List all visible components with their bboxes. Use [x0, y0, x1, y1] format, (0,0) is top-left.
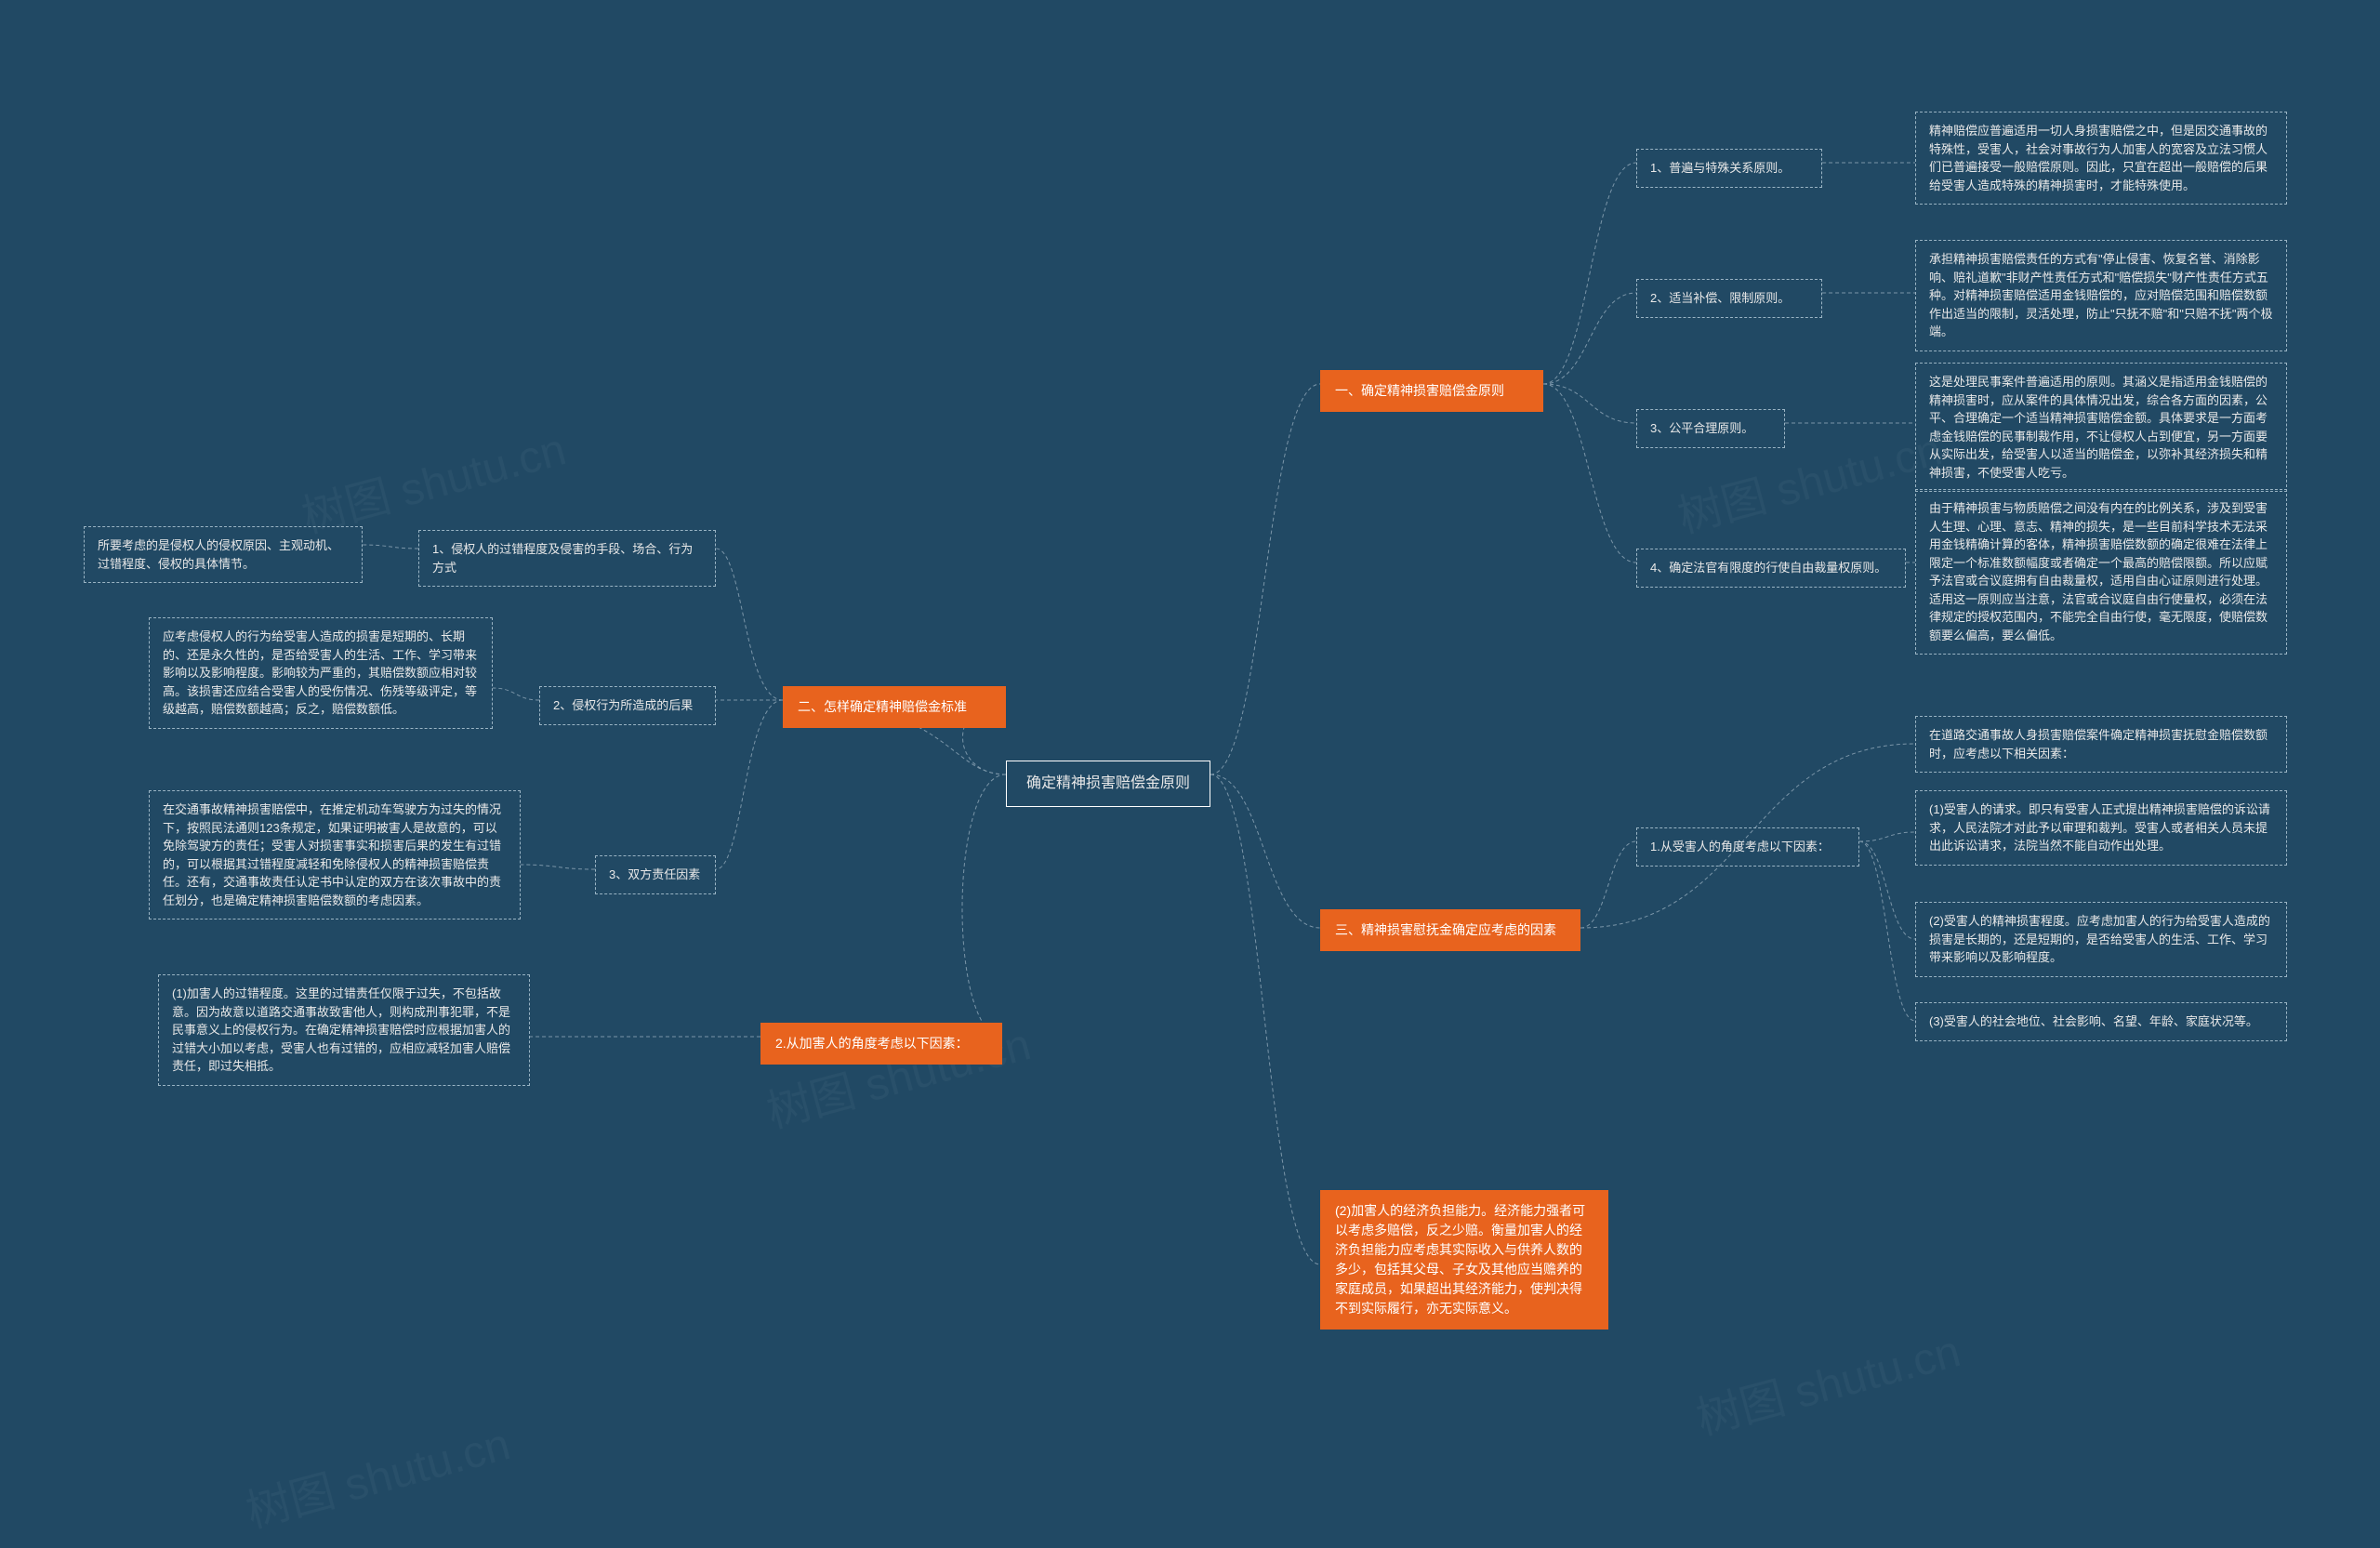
leaf-l2c[interactable]: 3、双方责任因素: [595, 855, 716, 894]
detail-r1c: 这是处理民事案件普遍适用的原则。其涵义是指适用金钱赔偿的精神损害时，应从案件的具…: [1915, 363, 2287, 492]
leaf-r3a[interactable]: 1.从受害人的角度考虑以下因素：: [1636, 827, 1859, 867]
detail-l2a: 所要考虑的是侵权人的侵权原因、主观动机、过错程度、侵权的具体情节。: [84, 526, 363, 583]
watermark: 树图 shutu.cn: [294, 413, 572, 546]
branch-r1[interactable]: 一、确定精神损害赔偿金原则: [1320, 370, 1543, 412]
branch-l4[interactable]: 2.从加害人的角度考虑以下因素：: [760, 1023, 1002, 1065]
detail-l2b: 应考虑侵权人的行为给受害人造成的损害是短期的、长期的、还是永久性的，是否给受害人…: [149, 617, 493, 729]
branch-rx[interactable]: (2)加害人的经济负担能力。经济能力强者可以考虑多赔偿，反之少赔。衡量加害人的经…: [1320, 1190, 1608, 1330]
detail-r1d: 由于精神损害与物质赔偿之间没有内在的比例关系，涉及到受害人生理、心理、意志、精神…: [1915, 489, 2287, 655]
detail-r3a-1: (1)受害人的请求。即只有受害人正式提出精神损害赔偿的诉讼请求，人民法院才对此予…: [1915, 790, 2287, 866]
detail-l2c: 在交通事故精神损害赔偿中，在推定机动车驾驶方为过失的情况下，按照民法通则123条…: [149, 790, 521, 920]
root-node[interactable]: 确定精神损害赔偿金原则: [1006, 761, 1210, 807]
watermark: 树图 shutu.cn: [238, 1408, 516, 1541]
branch-l2[interactable]: 二、怎样确定精神赔偿金标准: [783, 686, 1006, 728]
extra-r3: 在道路交通事故人身损害赔偿案件确定精神损害抚慰金赔偿数额时，应考虑以下相关因素：: [1915, 716, 2287, 773]
leaf-r1c[interactable]: 3、公平合理原则。: [1636, 409, 1785, 448]
leaf-l2b[interactable]: 2、侵权行为所造成的后果: [539, 686, 716, 725]
detail-r1b: 承担精神损害赔偿责任的方式有"停止侵害、恢复名誉、消除影响、赔礼道歉"非财产性责…: [1915, 240, 2287, 351]
leaf-r1a[interactable]: 1、普遍与特殊关系原则。: [1636, 149, 1822, 188]
detail-r3a-3: (3)受害人的社会地位、社会影响、名望、年龄、家庭状况等。: [1915, 1002, 2287, 1041]
leaf-l2a[interactable]: 1、侵权人的过错程度及侵害的手段、场合、行为方式: [418, 530, 716, 587]
detail-l4a: (1)加害人的过错程度。这里的过错责任仅限于过失，不包括故意。因为故意以道路交通…: [158, 974, 530, 1086]
watermark: 树图 shutu.cn: [1688, 1315, 1966, 1448]
leaf-r1b[interactable]: 2、适当补偿、限制原则。: [1636, 279, 1822, 318]
detail-r3a-2: (2)受害人的精神损害程度。应考虑加害人的行为给受害人造成的损害是长期的，还是短…: [1915, 902, 2287, 977]
detail-r1a: 精神赔偿应普遍适用一切人身损害赔偿之中，但是因交通事故的特殊性，受害人，社会对事…: [1915, 112, 2287, 205]
leaf-r1d[interactable]: 4、确定法官有限度的行使自由裁量权原则。: [1636, 549, 1906, 588]
branch-r3[interactable]: 三、精神损害慰抚金确定应考虑的因素: [1320, 909, 1580, 951]
